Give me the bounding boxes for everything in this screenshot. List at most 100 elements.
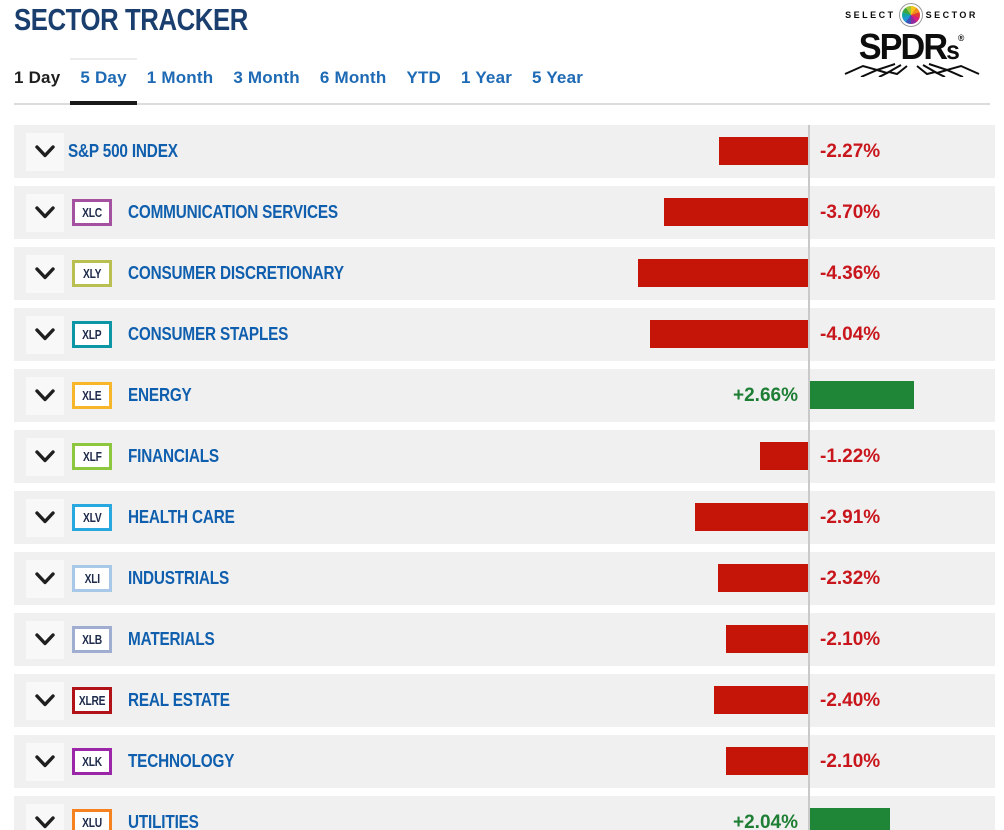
sector-name[interactable]: CONSUMER STAPLES <box>128 324 289 344</box>
expand-row-button[interactable] <box>26 681 64 720</box>
value-bar <box>638 259 808 287</box>
chevron-down-icon <box>35 572 55 585</box>
value-bar <box>714 686 808 714</box>
sector-name[interactable]: COMMUNICATION SERVICES <box>128 202 338 222</box>
expand-row-button[interactable] <box>26 559 64 598</box>
ticker-badge: XLP <box>72 321 112 348</box>
tab-6-month[interactable]: 6 Month <box>319 68 387 87</box>
value-label: -3.70% <box>820 202 881 223</box>
value-bar <box>760 442 808 470</box>
registered-mark-icon: ® <box>957 33 965 43</box>
sector-name[interactable]: INDUSTRIALS <box>128 568 229 588</box>
ticker-symbol: XLE <box>82 388 102 403</box>
value-label: -1.22% <box>820 446 881 467</box>
tab-1-year[interactable]: 1 Year <box>461 68 513 87</box>
page-title: SECTOR TRACKER <box>14 2 248 37</box>
value-bar <box>719 137 808 165</box>
tab-5-year[interactable]: 5 Year <box>532 68 584 87</box>
sector-row-xlp: XLP CONSUMER STAPLES -4.04% <box>14 308 995 361</box>
chevron-down-icon <box>35 511 55 524</box>
sector-row-xle: XLE ENERGY +2.66% <box>14 369 995 422</box>
ticker-badge: XLY <box>72 260 112 287</box>
value-label: +2.66% <box>733 385 798 406</box>
ticker-badge: XLI <box>72 565 112 592</box>
sector-row-xlf: XLF FINANCIALS -1.22% <box>14 430 995 483</box>
sector-name[interactable]: UTILITIES <box>128 812 199 830</box>
chevron-down-icon <box>35 450 55 463</box>
spdrs-logo: SELECT SECTOR SPDRs® <box>829 3 994 77</box>
sector-row-xlk: XLK TECHNOLOGY -2.10% <box>14 735 995 788</box>
sector-row-xlc: XLC COMMUNICATION SERVICES -3.70% <box>14 186 995 239</box>
ticker-badge: XLC <box>72 199 112 226</box>
sector-row-xlv: XLV HEALTH CARE -2.91% <box>14 491 995 544</box>
tab-ytd[interactable]: YTD <box>406 68 442 87</box>
value-bar <box>726 625 808 653</box>
expand-row-button[interactable] <box>26 315 64 354</box>
sector-name[interactable]: ENERGY <box>128 385 192 405</box>
expand-row-button[interactable] <box>26 254 64 293</box>
value-bar <box>695 503 808 531</box>
chevron-down-icon <box>35 816 55 829</box>
ticker-badge: XLF <box>72 443 112 470</box>
sector-name[interactable]: REAL ESTATE <box>128 690 230 710</box>
sector-name[interactable]: HEALTH CARE <box>128 507 235 527</box>
sector-name[interactable]: CONSUMER DISCRETIONARY <box>128 263 344 283</box>
ticker-symbol: XLK <box>82 754 102 769</box>
expand-row-button[interactable] <box>26 620 64 659</box>
logo-spdr: SPDR <box>858 26 948 67</box>
sector-row-xly: XLY CONSUMER DISCRETIONARY -4.36% <box>14 247 995 300</box>
sector-name[interactable]: FINANCIALS <box>128 446 219 466</box>
sector-row-xlre: XLRE REAL ESTATE -2.40% <box>14 674 995 727</box>
sector-row-sp500: S&P 500 INDEX -2.27% <box>14 125 995 178</box>
expand-row-button[interactable] <box>26 193 64 232</box>
expand-row-button[interactable] <box>26 803 64 830</box>
sector-row-xlb: XLB MATERIALS -2.10% <box>14 613 995 666</box>
value-bar <box>726 747 808 775</box>
logo-word-sector: SECTOR <box>925 10 978 20</box>
logo-small-s: s <box>946 35 960 65</box>
chevron-down-icon <box>35 328 55 341</box>
expand-row-button[interactable] <box>26 498 64 537</box>
ticker-symbol: XLP <box>82 327 102 342</box>
tab-1-month[interactable]: 1 Month <box>146 68 214 87</box>
value-bar <box>664 198 808 226</box>
value-label: +2.04% <box>733 812 798 830</box>
chevron-down-icon <box>35 206 55 219</box>
ticker-symbol: XLF <box>82 449 102 464</box>
value-bar <box>810 808 890 830</box>
value-label: -4.36% <box>820 263 881 284</box>
sector-name[interactable]: MATERIALS <box>128 629 215 649</box>
sector-name[interactable]: S&P 500 INDEX <box>68 141 178 161</box>
ticker-symbol: XLI <box>84 571 100 586</box>
expand-row-button[interactable] <box>26 437 64 476</box>
value-label: -2.91% <box>820 507 881 528</box>
sector-row-xli: XLI INDUSTRIALS -2.32% <box>14 552 995 605</box>
value-label: -2.32% <box>820 568 881 589</box>
tab-5-day[interactable]: 5 Day <box>70 58 137 105</box>
expand-row-button[interactable] <box>26 742 64 781</box>
tab-1-day[interactable]: 1 Day <box>14 68 61 87</box>
tab-3-month[interactable]: 3 Month <box>233 68 300 87</box>
expand-row-button[interactable] <box>26 132 64 171</box>
sector-name[interactable]: TECHNOLOGY <box>128 751 235 771</box>
chevron-down-icon <box>35 145 55 158</box>
sector-list: S&P 500 INDEX -2.27% XLC COMMUNICATION S… <box>14 125 995 830</box>
ticker-badge: XLE <box>72 382 112 409</box>
expand-row-button[interactable] <box>26 376 64 415</box>
value-label: -2.10% <box>820 629 881 650</box>
ticker-badge: XLK <box>72 748 112 775</box>
chevron-down-icon <box>35 755 55 768</box>
value-label: -2.40% <box>820 690 881 711</box>
sector-pinwheel-icon <box>898 3 923 27</box>
period-tabs: 1 Day 5 Day 1 Month 3 Month 6 Month YTD 1 Year… <box>14 46 990 105</box>
ticker-symbol: XLV <box>82 510 102 525</box>
ticker-symbol: XLC <box>82 205 102 220</box>
ticker-badge: XLRE <box>72 687 112 714</box>
value-label: -4.04% <box>820 324 881 345</box>
zero-axis-line <box>808 125 810 830</box>
ticker-badge: XLV <box>72 504 112 531</box>
value-bar <box>718 564 808 592</box>
value-bar <box>650 320 808 348</box>
ticker-symbol: XLRE <box>78 693 106 708</box>
